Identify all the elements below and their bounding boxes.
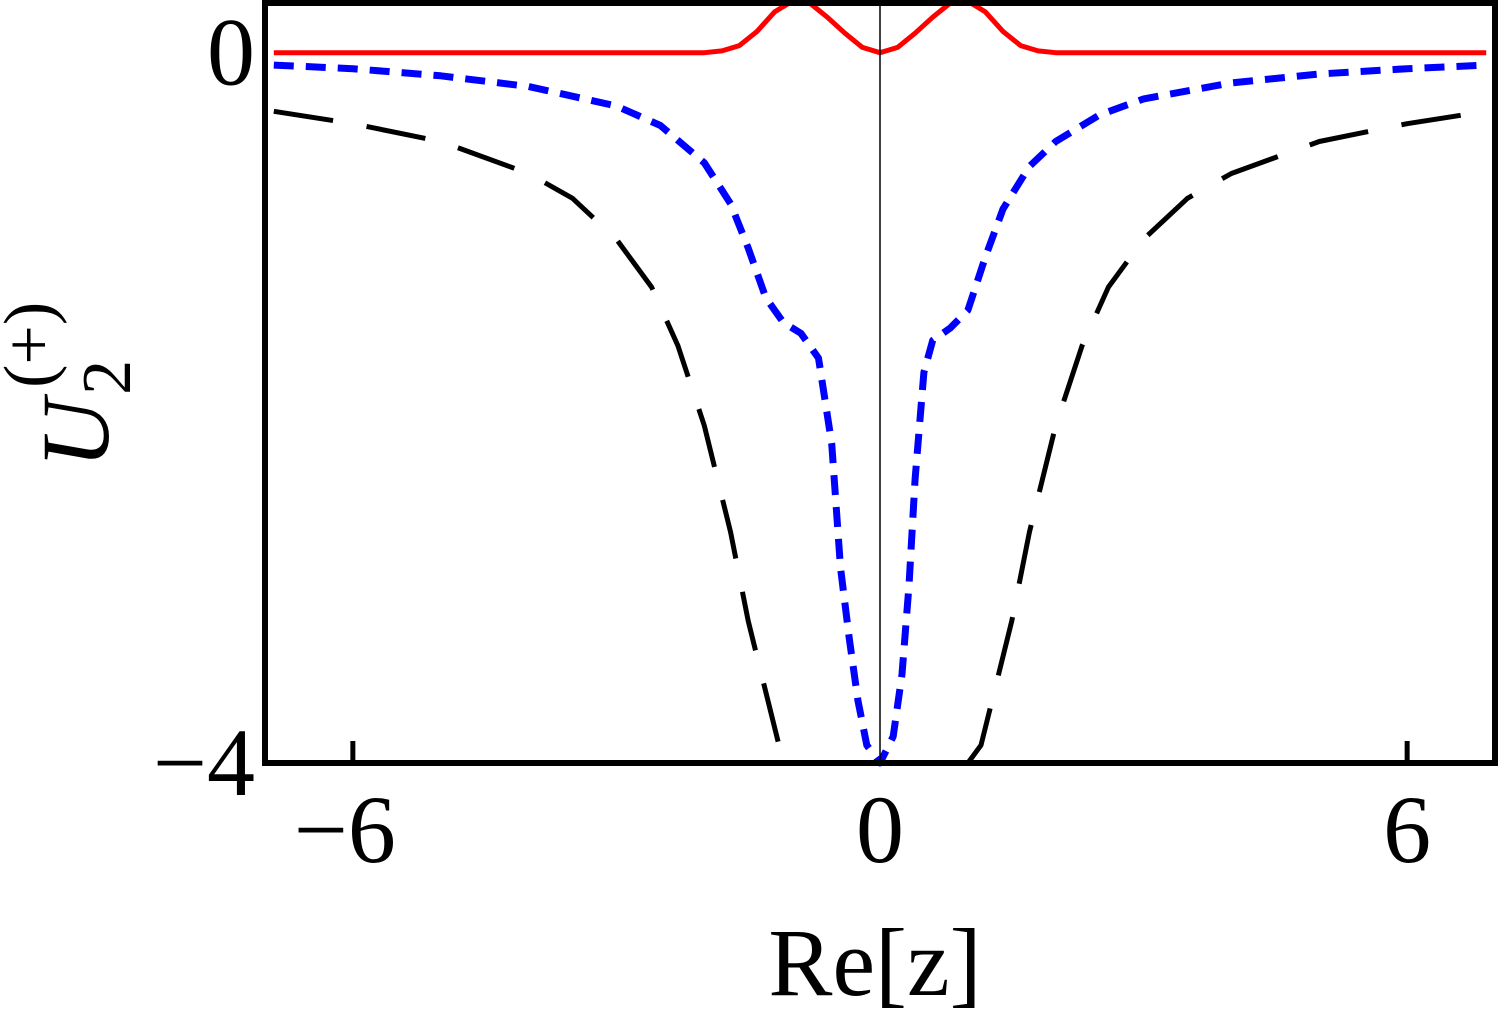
y-axis-label-main: U	[22, 393, 129, 468]
tick-labels-layer: −6 0 6 0 −4	[153, 0, 1431, 883]
y-tick-label: 0	[207, 0, 255, 106]
y-axis-label-superscript: (+)	[0, 302, 68, 388]
plot-frame	[262, 0, 1498, 766]
x-tick-label: 6	[1383, 776, 1431, 883]
series-line-3	[273, 108, 795, 765]
y-axis-label-subscript: 2	[69, 360, 146, 395]
y-tick-label: −4	[153, 709, 255, 816]
x-tick-label: 0	[856, 776, 904, 883]
x-axis-label: Re[z]	[768, 909, 981, 1016]
y-axis-label: U 2 (+)	[0, 302, 146, 468]
x-tick-label: −6	[294, 776, 396, 883]
series-line-4	[965, 108, 1487, 765]
ticks-layer	[350, 741, 1410, 763]
